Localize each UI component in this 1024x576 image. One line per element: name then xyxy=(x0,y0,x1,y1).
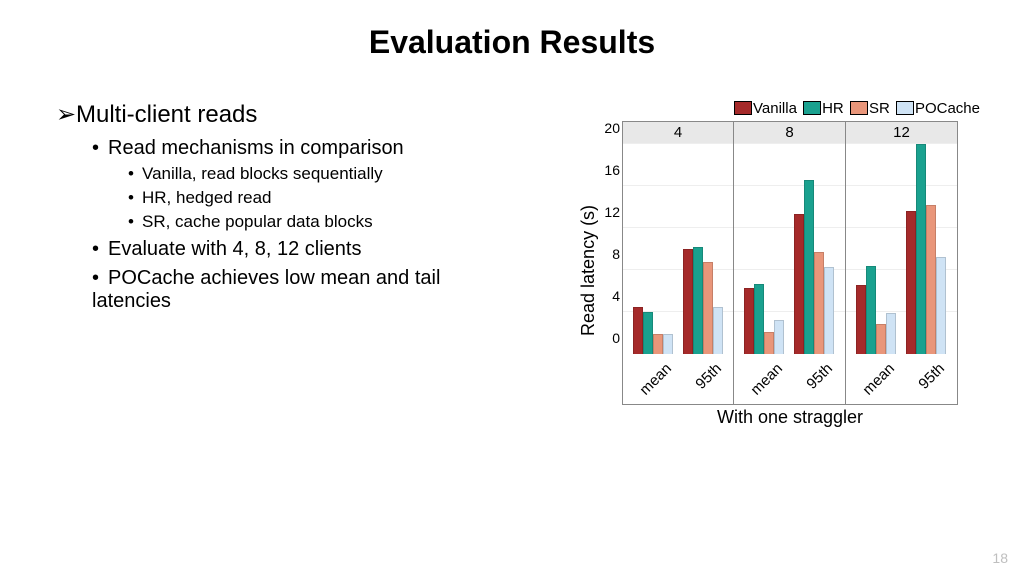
xtick-label: mean xyxy=(628,360,675,407)
bar xyxy=(653,334,663,354)
bullet-lvl1: ➢Multi-client reads xyxy=(56,100,516,129)
chart-panel: 4 mean95th xyxy=(622,121,734,405)
bullet-lvl3: •Vanilla, read blocks sequentially xyxy=(128,164,516,184)
legend-swatch xyxy=(850,101,868,115)
xtick-label: 95th xyxy=(789,360,836,407)
bar xyxy=(663,334,673,354)
bar-group xyxy=(744,284,788,354)
bar xyxy=(814,252,824,354)
bullet-lvl3a-text: Vanilla, read blocks sequentially xyxy=(142,164,383,183)
bar xyxy=(633,307,643,354)
chart-yticks: 048121620 xyxy=(596,128,620,338)
bullet-lvl2c-text: POCache achieves low mean and tail laten… xyxy=(92,267,440,312)
bar xyxy=(824,267,834,354)
bar xyxy=(754,284,764,354)
legend-item: HR xyxy=(803,100,844,117)
bar xyxy=(744,288,754,354)
bar xyxy=(804,180,814,354)
bar xyxy=(866,266,876,354)
panel-header: 12 xyxy=(846,122,957,144)
bar xyxy=(683,249,693,354)
bullet-lvl2: •Read mechanisms in comparison xyxy=(92,137,516,160)
panel-body xyxy=(623,144,733,354)
ytick: 0 xyxy=(596,333,620,343)
xtick-label: 95th xyxy=(678,360,725,407)
bar xyxy=(764,332,774,354)
bar xyxy=(876,324,886,354)
panel-header: 4 xyxy=(623,122,733,144)
xticks: mean95th xyxy=(846,354,957,404)
bar xyxy=(886,313,896,354)
bar xyxy=(906,211,916,354)
legend-item: Vanilla xyxy=(734,100,797,117)
bullet-lvl3: •SR, cache popular data blocks xyxy=(128,212,516,232)
bar xyxy=(936,257,946,354)
xtick-label: 95th xyxy=(901,360,948,407)
bullet-lvl3b-text: HR, hedged read xyxy=(142,188,271,207)
bullet-lvl2: •Evaluate with 4, 8, 12 clients xyxy=(92,238,516,261)
legend-swatch xyxy=(896,101,914,115)
chart-panel: 12 mean95th xyxy=(846,121,958,405)
chart-panels: 4mean95th8mean95th12mean95th xyxy=(622,121,990,405)
chart-panel: 8 mean95th xyxy=(734,121,846,405)
bar xyxy=(774,320,784,354)
xticks: mean95th xyxy=(623,354,733,404)
ytick: 16 xyxy=(596,165,620,175)
xtick-label: mean xyxy=(851,360,898,407)
panel-header: 8 xyxy=(734,122,845,144)
legend-item: POCache xyxy=(896,100,980,117)
bar-group xyxy=(633,307,677,354)
bar xyxy=(856,285,866,354)
panel-body xyxy=(734,144,845,354)
bullet-lvl2b-text: Evaluate with 4, 8, 12 clients xyxy=(108,238,361,260)
chart-caption: With one straggler xyxy=(590,407,990,428)
xticks: mean95th xyxy=(734,354,845,404)
bar-group xyxy=(856,266,900,354)
ytick: 4 xyxy=(596,291,620,301)
bar xyxy=(703,262,713,354)
bar xyxy=(926,205,936,354)
chart-legend: Vanilla HR SR POCache xyxy=(560,100,990,117)
bullet-lvl3: •HR, hedged read xyxy=(128,188,516,208)
legend-label: HR xyxy=(822,100,844,117)
legend-swatch xyxy=(803,101,821,115)
bullet-lvl2: •POCache achieves low mean and tail late… xyxy=(92,267,516,313)
panel-body xyxy=(846,144,957,354)
bar xyxy=(916,144,926,354)
bar xyxy=(713,307,723,354)
bullet-lvl2a-text: Read mechanisms in comparison xyxy=(108,137,404,159)
ytick: 12 xyxy=(596,207,620,217)
bar-group xyxy=(906,144,950,354)
bar-group xyxy=(683,247,727,354)
bar xyxy=(794,214,804,354)
chart: Vanilla HR SR POCache Read latency (s) 0… xyxy=(560,100,990,428)
bullet-content: ➢Multi-client reads •Read mechanisms in … xyxy=(56,100,516,313)
page-number: 18 xyxy=(992,550,1008,566)
legend-item: SR xyxy=(850,100,890,117)
slide-title: Evaluation Results xyxy=(0,24,1024,61)
legend-label: POCache xyxy=(915,100,980,117)
bar xyxy=(693,247,703,354)
bar-group xyxy=(794,180,838,354)
ytick: 20 xyxy=(596,123,620,133)
legend-swatch xyxy=(734,101,752,115)
legend-label: SR xyxy=(869,100,890,117)
bullet-lvl3c-text: SR, cache popular data blocks xyxy=(142,212,373,231)
xtick-label: mean xyxy=(739,360,786,407)
legend-label: Vanilla xyxy=(753,100,797,117)
bar xyxy=(643,312,653,354)
bullet-lvl1-text: Multi-client reads xyxy=(76,101,257,128)
ytick: 8 xyxy=(596,249,620,259)
